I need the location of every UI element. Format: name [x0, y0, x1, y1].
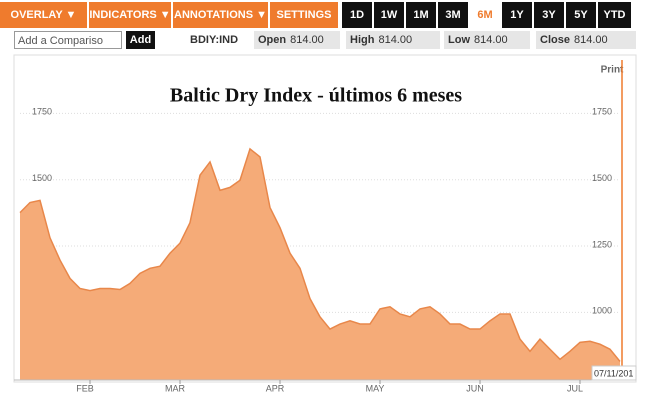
- field-label: Close: [540, 34, 570, 46]
- menu-button[interactable]: INDICATORS ▼: [89, 2, 171, 28]
- range-button[interactable]: 1M: [406, 2, 436, 28]
- range-button[interactable]: 3M: [438, 2, 468, 28]
- x-tick-label: JUL: [567, 383, 583, 393]
- range-button[interactable]: 1D: [342, 2, 372, 28]
- x-tick-label: FEB: [76, 383, 94, 393]
- comparison-input[interactable]: Add a Compariso: [14, 31, 122, 49]
- date-label: 07/11/201: [594, 368, 633, 378]
- field-label: Open: [258, 34, 287, 46]
- y-tick-label-right: 1750: [592, 107, 612, 117]
- x-tick-label: JUN: [466, 383, 484, 393]
- x-tick-label: MAY: [366, 383, 385, 393]
- y-tick-label: 1500: [32, 173, 52, 183]
- quote-field: Low 814.00: [444, 31, 530, 49]
- range-button[interactable]: YTD: [598, 2, 631, 28]
- line: [19, 147, 621, 362]
- x-tick-label: APR: [266, 383, 285, 393]
- range-button[interactable]: 1W: [374, 2, 404, 28]
- range-button[interactable]: 1Y: [502, 2, 532, 28]
- field-value: 814.00: [474, 34, 508, 46]
- y-tick-label: 1750: [32, 107, 52, 117]
- ticker: BDIY:IND: [190, 34, 239, 46]
- menu-button[interactable]: ANNOTATIONS ▼: [173, 2, 268, 28]
- quote-field: Close 814.00: [536, 31, 636, 49]
- field-value: 814.00: [290, 34, 324, 46]
- range-button[interactable]: 6M: [470, 2, 500, 28]
- y-tick-label-right: 1250: [592, 239, 612, 249]
- quote-field: High 814.00: [346, 31, 440, 49]
- field-value: 814.00: [573, 34, 608, 46]
- field-label: High: [350, 34, 375, 46]
- y-tick-label-right: 1500: [592, 173, 612, 183]
- print-link[interactable]: Print: [601, 65, 624, 76]
- menu-button[interactable]: OVERLAY ▼: [0, 2, 87, 28]
- range-button[interactable]: 3Y: [534, 2, 564, 28]
- area: [20, 148, 620, 380]
- x-tick-label: MAR: [165, 383, 186, 393]
- quote-field: Open 814.00: [254, 31, 340, 49]
- range-button[interactable]: 5Y: [566, 2, 596, 28]
- chart-title: Baltic Dry Index - últimos 6 meses: [170, 85, 462, 107]
- y-tick-label-right: 1000: [592, 306, 612, 316]
- date-box: [591, 365, 637, 381]
- field-label: Low: [448, 34, 470, 46]
- field-value: 814.00: [378, 34, 413, 46]
- menu-button[interactable]: SETTINGS ▼: [270, 2, 338, 47]
- add-button[interactable]: Add: [126, 31, 155, 49]
